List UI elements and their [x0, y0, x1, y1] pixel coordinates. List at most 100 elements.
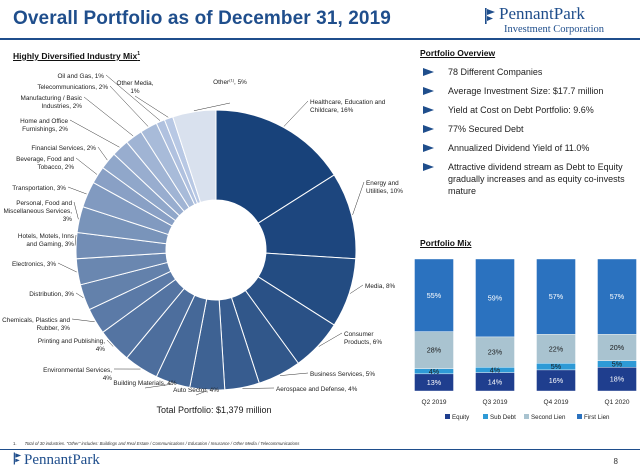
bar-value-label: 4%	[429, 367, 440, 376]
stacked-bar-segment	[536, 334, 576, 364]
slice-label: Environmental Services, 4%	[43, 367, 112, 382]
pennant-flag-icon	[485, 8, 495, 24]
overview-item: Yield at Cost on Debt Portfolio: 9.6%	[420, 104, 635, 116]
overview-item: 77% Secured Debt	[420, 123, 635, 135]
leader-line	[109, 85, 149, 127]
leader-line	[283, 100, 309, 127]
slice-label: Hotels, Motels, Inns and Gaming, 3%	[18, 233, 74, 248]
slice-label: Telecommunications, 2%	[37, 84, 108, 91]
leader-line	[73, 201, 79, 220]
bullet-arrow-icon	[423, 87, 434, 95]
bar-value-label: 55%	[427, 291, 442, 300]
slice-label: Consumer Products, 6%	[344, 331, 382, 346]
legend-swatch	[483, 414, 488, 419]
bullet-arrow-icon	[423, 125, 434, 133]
slice-label: Energy and Utilities, 10%	[366, 180, 403, 195]
donut-slice	[215, 109, 335, 224]
slice-label: Transportation, 3%	[12, 185, 66, 192]
slice-label: Printing and Publishing, 4%	[38, 338, 105, 353]
footer-logo: PennantPark	[13, 452, 100, 469]
leader-line	[352, 181, 365, 216]
slice-label: Chemicals, Plastics and Rubber, 3%	[2, 317, 70, 332]
footnote: 1. Total of 30 industries. "Other" includ…	[13, 441, 300, 446]
overview-item: 78 Different Companies	[420, 66, 635, 78]
leader-line	[144, 383, 173, 389]
slice-label: Healthcare, Education and Childcare, 16%	[310, 99, 386, 114]
slice-label: Financial Services, 2%	[31, 145, 96, 152]
slice-label: Business Services, 5%	[310, 371, 375, 378]
slice-label: Home and Office Furnishings, 2%	[20, 118, 68, 133]
stacked-bar-segment	[414, 331, 454, 369]
slice-label: Manufacturing / Basic Industries, 2%	[21, 95, 83, 110]
leader-line	[318, 332, 343, 347]
leader-line	[106, 339, 114, 347]
portfolio-overview-list: 78 Different Companies Average Investmen…	[420, 66, 635, 204]
leader-line	[97, 146, 108, 161]
pennantpark-logo: PennantPark Investment Corporation	[484, 4, 624, 38]
leader-line	[69, 119, 120, 148]
portfolio-mix-chart: 13% 4% 28% 55% Q2 2019 14% 4% 23% 59% Q3 2019 16% 5…	[414, 258, 637, 421]
bar-value-label: 28%	[427, 346, 442, 355]
overview-item: Annualized Dividend Yield of 11.0%	[420, 142, 635, 154]
legend-swatch	[577, 414, 582, 419]
slice-label: Personal, Food and Miscellaneous Services…	[3, 200, 72, 223]
bar-value-label: 57%	[610, 292, 625, 301]
bullet-arrow-icon	[423, 144, 434, 152]
legend-label: Sub Debt	[490, 414, 516, 421]
legend-swatch	[524, 414, 529, 419]
legend-label: First Lien	[584, 414, 610, 421]
leader-line	[75, 157, 98, 175]
slice-label: Electronics, 3%	[12, 261, 56, 268]
legend-label: Equity	[452, 414, 470, 421]
stacked-bar-segment	[597, 334, 637, 361]
leader-line	[279, 372, 309, 376]
leader-line	[74, 234, 77, 246]
leader-line	[134, 95, 169, 118]
bullet-arrow-icon	[423, 163, 434, 171]
slice-label: Beverage, Food and Tobacco, 2%	[16, 156, 74, 171]
pennant-flag-icon	[13, 452, 22, 465]
bar-value-label: 4%	[490, 365, 501, 374]
bar-value-label: 18%	[610, 375, 625, 384]
slice-label: Other(1), 5%	[213, 78, 247, 87]
logo-name: PennantPark	[499, 4, 585, 23]
page-number: 8	[613, 457, 618, 466]
portfolio-mix-heading: Portfolio Mix	[420, 238, 472, 248]
industry-donut-chart: Healthcare, Education and Childcare, 16% E…	[2, 73, 403, 396]
industry-mix-heading: Highly Diversified Industry Mix1	[13, 51, 141, 61]
footer-rule	[0, 449, 640, 450]
bar-value-label: 5%	[612, 360, 623, 369]
bar-value-label: 59%	[488, 294, 503, 303]
leader-line	[105, 74, 161, 121]
bar-value-label: 14%	[488, 377, 503, 386]
bar-value-label: 20%	[610, 343, 625, 352]
leader-line	[67, 186, 87, 195]
logo-subtitle: Investment Corporation	[504, 24, 605, 35]
overview-item: Attractive dividend stream as Debt to Eq…	[420, 161, 635, 197]
stacked-bar-segment	[414, 258, 454, 332]
page-title: Overall Portfolio as of December 31, 201…	[13, 8, 391, 29]
bar-value-label: 5%	[551, 362, 562, 371]
portfolio-overview-heading: Portfolio Overview	[420, 48, 496, 58]
slice-label: Aerospace and Defense, 4%	[276, 386, 358, 393]
leader-line	[242, 387, 275, 389]
total-portfolio-label: Total Portfolio: $1,379 million	[156, 405, 271, 415]
stacked-bar-segment	[475, 258, 515, 338]
overview-item: Average Investment Size: $17.7 million	[420, 85, 635, 97]
bullet-arrow-icon	[423, 68, 434, 76]
leader-line	[71, 318, 95, 323]
slice-label: Oil and Gas, 1%	[57, 73, 104, 80]
bar-value-label: 13%	[427, 378, 442, 387]
x-tick-label: Q3 2019	[483, 399, 508, 406]
x-tick-label: Q4 2019	[544, 399, 569, 406]
header-rule	[0, 38, 640, 40]
legend-label: Second Lien	[531, 414, 566, 421]
slice-label: Media, 8%	[365, 283, 396, 290]
x-tick-label: Q1 2020	[605, 399, 630, 406]
stacked-bar-segment	[475, 336, 515, 368]
slice-label: Auto Sector, 4%	[173, 387, 219, 394]
slice-label: Building Materials, 4%	[113, 380, 177, 387]
leader-line	[75, 292, 84, 298]
stacked-bar-segment	[597, 258, 637, 335]
bar-value-label: 23%	[488, 348, 503, 357]
